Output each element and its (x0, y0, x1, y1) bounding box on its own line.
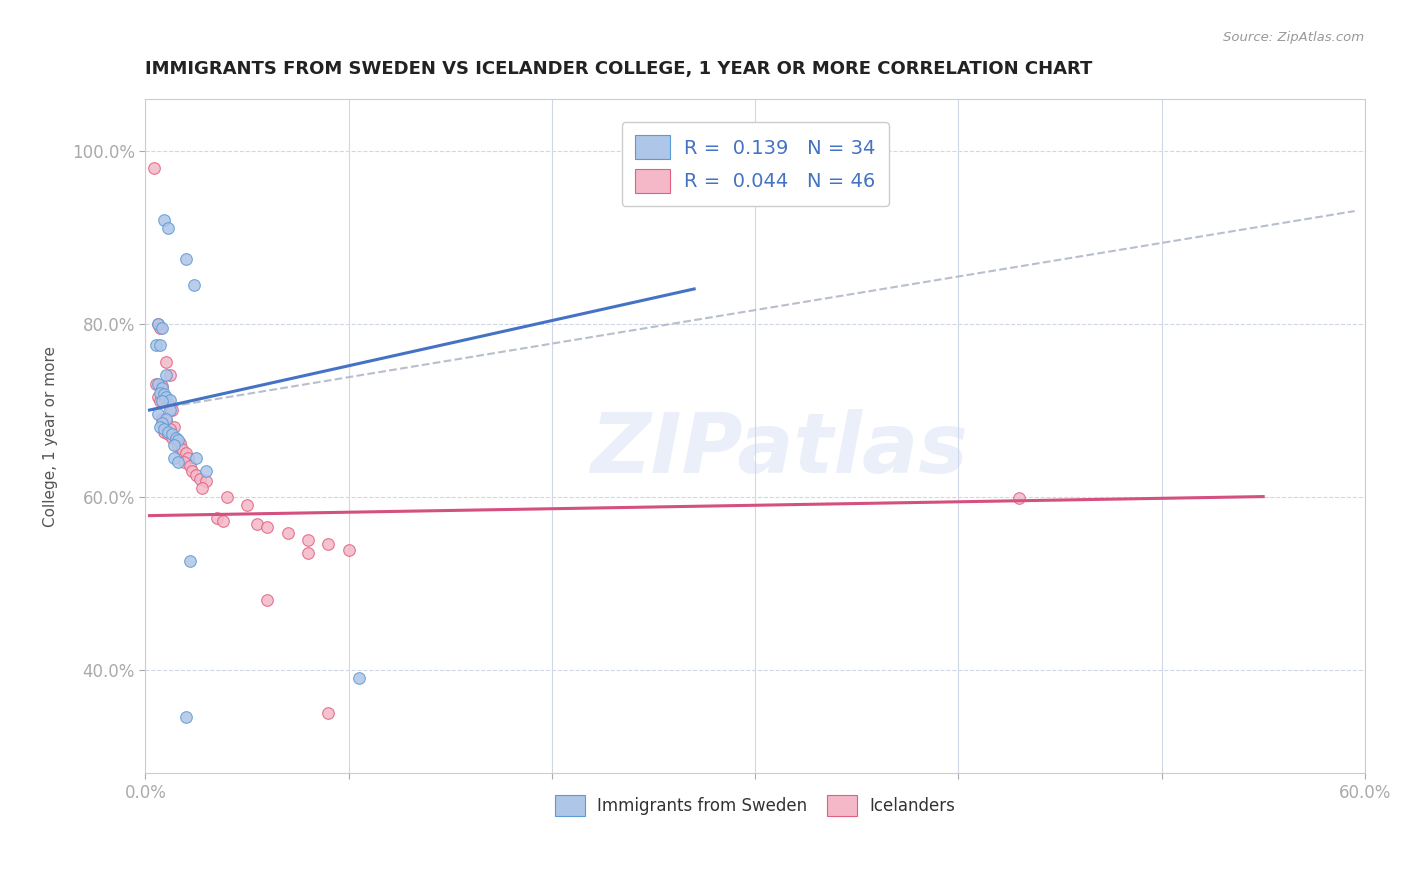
Point (160, 431, 183, 445)
Point (170, 442, 193, 456)
Point (205, 511, 228, 525)
Point (149, 338, 172, 352)
Point (159, 403, 181, 417)
Point (191, 481, 214, 495)
Point (155, 355, 177, 369)
Point (318, 706, 340, 720)
Point (142, 161, 165, 175)
Point (177, 450, 200, 465)
Y-axis label: College, 1 year or more: College, 1 year or more (44, 345, 58, 526)
Point (156, 427, 179, 442)
Point (149, 420, 172, 434)
Point (256, 593, 278, 607)
Point (150, 411, 173, 425)
Point (337, 543, 360, 558)
Point (256, 520, 278, 534)
Point (152, 392, 174, 407)
Point (165, 434, 187, 448)
Point (160, 403, 183, 417)
Point (152, 425, 174, 439)
Point (150, 379, 173, 393)
Point (146, 317, 169, 331)
Point (167, 439, 190, 453)
Point (318, 537, 340, 551)
Text: Source: ZipAtlas.com: Source: ZipAtlas.com (1223, 31, 1364, 45)
Point (149, 385, 172, 400)
Point (167, 455, 190, 469)
Point (174, 710, 197, 724)
Point (159, 368, 181, 383)
Point (150, 394, 173, 409)
Text: IMMIGRANTS FROM SWEDEN VS ICELANDER COLLEGE, 1 YEAR OR MORE CORRELATION CHART: IMMIGRANTS FROM SWEDEN VS ICELANDER COLL… (145, 60, 1092, 78)
Point (163, 420, 186, 434)
Point (150, 381, 173, 395)
Point (156, 221, 179, 235)
Legend: Immigrants from Sweden, Icelanders: Immigrants from Sweden, Icelanders (548, 789, 962, 822)
Point (188, 472, 211, 486)
Point (246, 517, 269, 532)
Point (169, 436, 191, 450)
Point (155, 411, 177, 425)
Point (156, 425, 179, 439)
Text: ZIPatlas: ZIPatlas (591, 409, 969, 490)
Point (195, 464, 218, 478)
Point (159, 422, 181, 436)
Point (149, 394, 172, 409)
Point (146, 390, 169, 404)
Point (277, 525, 299, 540)
Point (167, 434, 190, 448)
Point (155, 368, 177, 383)
Point (186, 467, 208, 482)
Point (159, 392, 181, 407)
Point (152, 387, 174, 401)
Point (145, 377, 167, 392)
Point (183, 277, 205, 292)
Point (179, 459, 201, 474)
Point (155, 390, 177, 404)
Point (195, 474, 218, 488)
Point (163, 450, 186, 465)
Point (236, 498, 259, 512)
Point (297, 546, 319, 560)
Point (152, 212, 174, 227)
Point (181, 464, 204, 478)
Point (156, 396, 179, 410)
Point (211, 514, 233, 528)
Point (215, 490, 238, 504)
Point (173, 455, 195, 469)
Point (186, 450, 208, 465)
Point (347, 671, 370, 685)
Point (150, 416, 173, 430)
Point (297, 533, 319, 547)
Point (165, 431, 187, 445)
Point (155, 413, 177, 427)
Point (145, 338, 167, 352)
Point (163, 438, 186, 452)
Point (174, 252, 197, 266)
Point (150, 321, 173, 335)
Point (146, 317, 169, 331)
Point (1008, 491, 1031, 506)
Point (146, 377, 169, 392)
Point (174, 446, 197, 460)
Point (149, 321, 172, 335)
Point (152, 422, 174, 436)
Point (179, 554, 201, 568)
Point (146, 408, 169, 422)
Point (160, 427, 183, 442)
